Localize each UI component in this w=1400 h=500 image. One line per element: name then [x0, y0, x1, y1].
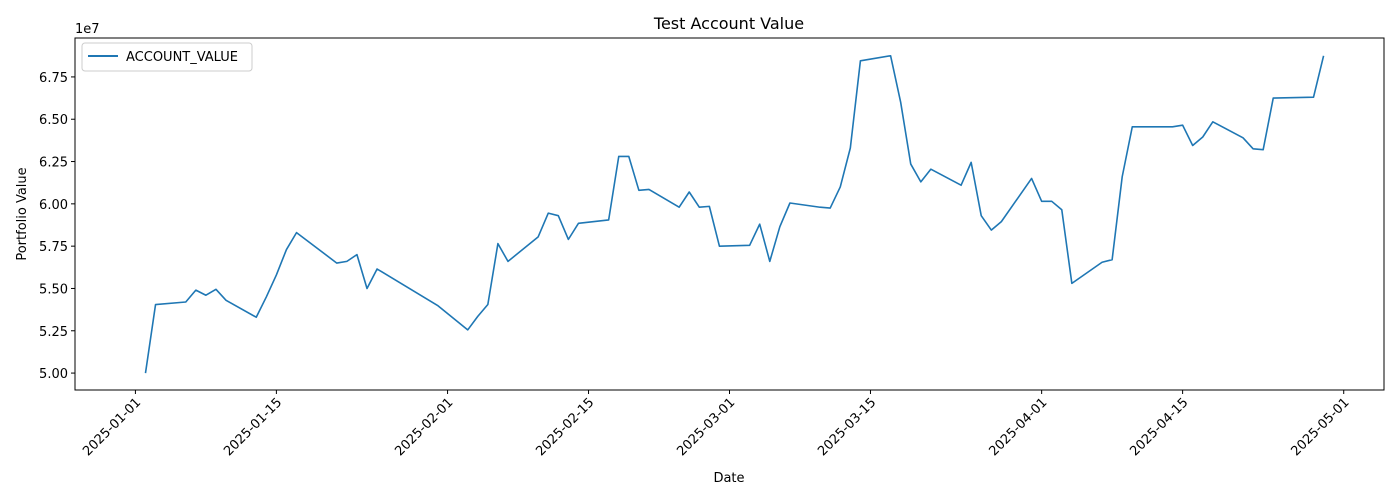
y-tick-label: 5.00	[39, 367, 68, 382]
y-axis-offset-text: 1e7	[75, 22, 100, 37]
x-tick-label: 2025-02-01	[392, 395, 456, 459]
x-tick-label: 2025-01-01	[80, 395, 144, 459]
x-tick-label: 2025-05-01	[1289, 395, 1353, 459]
y-axis-label: Portfolio Value	[15, 167, 30, 260]
y-tick-label: 6.00	[39, 198, 68, 213]
plot-frame	[74, 37, 1385, 391]
legend: ACCOUNT_VALUE	[81, 42, 253, 72]
x-axis-ticks: 2025-01-01 2025-01-15 2025-02-01 2025-02-15…	[80, 390, 1353, 459]
series-line-account-value	[144, 54, 1325, 374]
x-tick-label: 2025-03-15	[815, 395, 879, 459]
y-tick-label: 6.50	[39, 113, 68, 128]
y-tick-label: 6.25	[39, 156, 68, 171]
y-tick-label: 5.75	[39, 240, 68, 255]
x-tick-label: 2025-04-01	[986, 395, 1050, 459]
x-tick-label: 2025-02-15	[533, 395, 597, 459]
chart-title: Test Account Value	[653, 14, 804, 33]
x-tick-label: 2025-01-15	[221, 395, 285, 459]
x-axis-label: Date	[713, 471, 744, 486]
y-tick-label: 6.75	[39, 71, 68, 86]
y-tick-label: 5.50	[39, 282, 68, 297]
legend-box	[81, 42, 253, 72]
legend-entry-account-value: ACCOUNT_VALUE	[126, 50, 238, 65]
y-axis-ticks: 5.00 5.25 5.50 5.75 6.00 6.25 6.50 6.75	[39, 71, 75, 382]
series-layer	[144, 54, 1325, 374]
y-tick-label: 5.25	[39, 325, 68, 340]
x-tick-label: 2025-03-01	[674, 395, 738, 459]
x-tick-label: 2025-04-15	[1127, 395, 1191, 459]
